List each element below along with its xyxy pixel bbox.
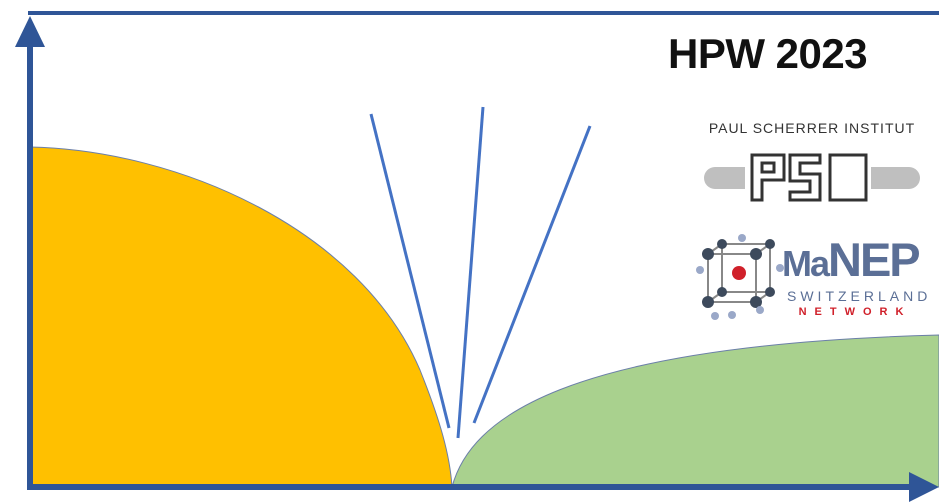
manep-word-nep: NEP [828, 233, 919, 286]
manep-crystal-icon [696, 234, 784, 320]
manep-wordmark: MaNEP [782, 236, 919, 283]
fan-line-center [458, 107, 483, 438]
fan-line-right [474, 126, 590, 423]
page-title: HPW 2023 [668, 30, 867, 78]
left-phase-region [30, 147, 452, 487]
manep-switzerland-label: SWITZERLAND [787, 288, 923, 304]
manep-network-label: NETWORK [787, 306, 923, 318]
psi-logo [704, 151, 920, 202]
right-phase-region [452, 335, 939, 487]
psi-institute-label: PAUL SCHERRER INSTITUT [704, 120, 920, 136]
y-axis-arrowhead [15, 16, 45, 47]
manep-word-ma: Ma [782, 243, 828, 284]
